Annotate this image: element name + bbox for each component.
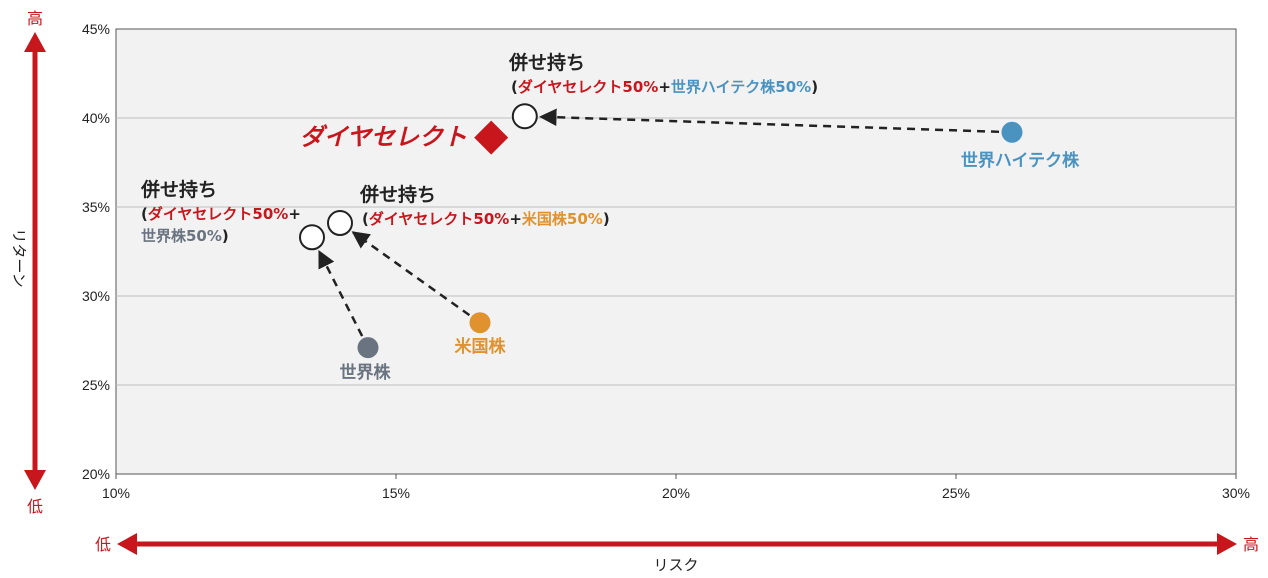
- x-axis-title: リスク: [653, 556, 698, 574]
- y-arrow-high-label: 高: [27, 9, 43, 28]
- risk-direction-arrow: 低 高: [95, 533, 1259, 555]
- x-tick-label: 30%: [1222, 485, 1250, 501]
- y-arrow-low-label: 低: [27, 497, 43, 516]
- label-combo-tech-title: 併せ持ち: [508, 51, 585, 74]
- point-combo_world: [299, 224, 325, 251]
- x-arrow-high-label: 高: [1243, 535, 1259, 554]
- y-tick-label: 40%: [82, 110, 110, 126]
- point-dia: [474, 120, 509, 155]
- grid-lines: [116, 117, 1236, 386]
- y-tick-label: 30%: [82, 288, 110, 304]
- x-tick-label: 15%: [382, 485, 410, 501]
- y-tick-label: 35%: [82, 199, 110, 215]
- y-tick-label: 20%: [82, 466, 110, 482]
- x-arrow-low-label: 低: [95, 535, 111, 554]
- label-us: 米国株: [455, 336, 507, 357]
- note-combo-us: (ダイヤセレクト50%+米国株50%): [362, 210, 610, 228]
- point-world: [357, 337, 379, 359]
- note-combo-tech: (ダイヤセレクト50%+世界ハイテク株50%): [511, 78, 818, 96]
- data-points: [299, 103, 1023, 359]
- tick-labels: 20% 25% 30% 35% 40% 45% 10% 15% 20% 25% 30%: [82, 21, 1250, 501]
- arrow-world-to-combo_world: [318, 249, 364, 337]
- point-combo_us: [327, 210, 353, 237]
- plot-area: [115, 28, 1237, 475]
- x-tick-label: 25%: [942, 485, 970, 501]
- y-tick-label: 45%: [82, 21, 110, 37]
- note-combo-world-line1: (ダイヤセレクト50%+: [141, 205, 301, 223]
- label-world-tech: 世界ハイテク株: [961, 150, 1080, 171]
- label-combo-world-title: 併せ持ち: [140, 178, 217, 201]
- point-us: [469, 312, 491, 334]
- label-dia-select: ダイヤセレクト: [300, 123, 467, 151]
- point-combo_tech: [511, 103, 538, 130]
- point-labels: 世界ハイテク株 世界株 米国株 ダイヤセレクト 併せ持ち 併せ持ち 併せ持ち (…: [140, 51, 1080, 383]
- x-tick-label: 10%: [102, 485, 130, 501]
- return-direction-arrow: 高 低: [24, 9, 46, 516]
- arrow-us-to-combo_us: [351, 231, 471, 317]
- point-world_tech: [1001, 121, 1023, 143]
- arrow-world_tech-to-combo_tech: [539, 108, 1000, 134]
- label-combo-us-title: 併せ持ち: [359, 183, 436, 206]
- note-combo-world-line2: 世界株50%): [141, 227, 229, 245]
- x-tick-label: 20%: [662, 485, 690, 501]
- y-tick-label: 25%: [82, 377, 110, 393]
- y-axis-title: リターン: [10, 228, 28, 287]
- label-world: 世界株: [340, 362, 392, 383]
- shift-arrows: [318, 108, 1000, 337]
